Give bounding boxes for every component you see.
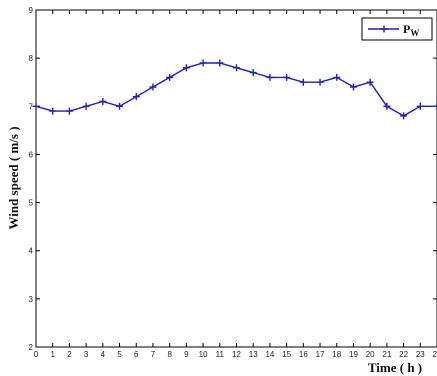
x-tick-label: 4 [101,350,106,359]
x-tick-label: 1 [50,350,55,359]
x-tick-label: 9 [184,350,189,359]
data-point [49,107,57,115]
y-tick-label: 8 [29,54,34,63]
x-tick-label: 24 [433,350,437,359]
data-point [249,69,257,77]
x-tick-label: 5 [117,350,122,359]
x-tick-label: 2 [67,350,72,359]
legend-marker [380,25,388,33]
x-tick-label: 7 [151,350,156,359]
y-tick-label: 3 [29,295,34,304]
y-tick-label: 5 [29,199,34,208]
x-tick-label: 10 [199,350,208,359]
x-tick-label: 18 [332,350,341,359]
x-tick-label: 16 [299,350,308,359]
data-point [416,102,424,110]
y-tick-label: 9 [29,6,34,15]
data-point [32,102,40,110]
x-tick-label: 14 [265,350,274,359]
data-point [149,83,157,91]
x-tick-label: 22 [399,350,408,359]
y-tick-labels: 2 3 4 5 6 7 8 9 [29,6,34,352]
data-point [366,78,374,86]
x-tick-labels: 0123456789101112131415161718192021222324 [34,350,437,359]
x-tick-label: 3 [84,350,89,359]
legend: PW [361,17,433,41]
data-point [116,102,124,110]
y-tick-label: 4 [29,247,34,256]
data-point [82,102,90,110]
x-tick-label: 21 [382,350,391,359]
legend-series-name: P [403,22,410,36]
x-tick-label: 0 [34,350,39,359]
data-point [433,102,437,110]
axis-ticks [35,9,437,348]
x-tick-label: 8 [167,350,172,359]
x-tick-label: 13 [249,350,258,359]
data-point [333,73,341,81]
x-tick-label: 12 [232,350,241,359]
data-point [182,64,190,72]
x-tick-label: 17 [316,350,325,359]
x-tick-label: 6 [134,350,139,359]
data-point [299,78,307,86]
y-tick-label: 2 [29,343,34,352]
y-tick-label: 6 [29,150,34,159]
x-tick-label: 15 [282,350,291,359]
data-point [383,102,391,110]
data-point [132,93,140,101]
data-point [266,73,274,81]
data-point [199,59,207,67]
series-markers [32,59,437,120]
legend-series-subscript: W [410,28,419,38]
data-point [283,73,291,81]
x-tick-label: 19 [349,350,358,359]
data-point [166,73,174,81]
x-tick-label: 20 [366,350,375,359]
data-point [65,107,73,115]
data-point [233,64,240,72]
data-point [400,112,408,120]
data-point [316,78,324,86]
x-tick-label: 11 [216,350,225,359]
plot-area [35,9,437,348]
data-point [99,97,107,105]
y-axis-label: Wind speed ( m/s ) [6,126,21,229]
x-axis-label: Time ( h ) [368,360,422,375]
svg-text:PW: PW [403,22,419,38]
data-point [216,59,224,67]
x-tick-label: 23 [416,350,425,359]
y-tick-label: 7 [29,102,34,111]
data-point [349,83,357,91]
